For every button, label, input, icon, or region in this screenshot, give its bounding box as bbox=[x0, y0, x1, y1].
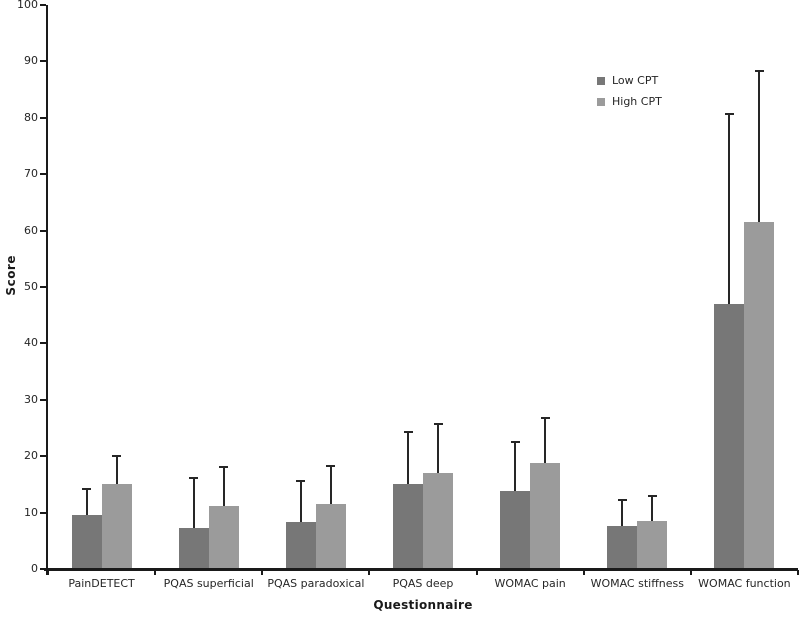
error-bar-cap bbox=[326, 465, 336, 468]
bar-high-cpt bbox=[744, 222, 775, 568]
error-bar-line bbox=[544, 417, 547, 463]
bar-low-cpt bbox=[714, 304, 745, 568]
legend-label: High CPT bbox=[612, 95, 662, 108]
y-tick-mark bbox=[40, 398, 46, 401]
y-tick-label: 90 bbox=[24, 54, 38, 68]
error-bar-cap bbox=[219, 465, 229, 468]
x-category-label: PQAS paradoxical bbox=[267, 577, 365, 590]
bar-low-cpt bbox=[178, 528, 209, 568]
error-bar-cap bbox=[433, 423, 443, 426]
y-tick-mark bbox=[40, 455, 46, 458]
bar-low-cpt bbox=[71, 514, 102, 568]
error-bar-line bbox=[329, 466, 332, 504]
y-tick-mark bbox=[40, 4, 46, 6]
error-bar-cap bbox=[189, 477, 199, 480]
legend-label: Low CPT bbox=[612, 74, 659, 87]
bar-low-cpt bbox=[285, 522, 316, 568]
y-tick-mark bbox=[40, 568, 46, 570]
x-tick-mark bbox=[368, 570, 371, 575]
error-bar-cap bbox=[112, 455, 122, 458]
y-tick-mark bbox=[40, 116, 46, 119]
error-bar-line bbox=[621, 500, 624, 526]
y-tick-mark bbox=[40, 342, 46, 345]
error-bar-line bbox=[222, 466, 225, 506]
y-tick-mark bbox=[40, 229, 46, 232]
x-category-label: WOMAC stiffness bbox=[590, 577, 684, 590]
error-bar-line bbox=[514, 442, 517, 492]
y-tick-mark bbox=[40, 60, 46, 63]
error-bar-cap bbox=[647, 495, 657, 498]
x-tick-mark bbox=[797, 570, 799, 575]
error-bar-cap bbox=[296, 480, 306, 483]
y-tick-label: 70 bbox=[24, 167, 38, 181]
error-bar-line bbox=[115, 456, 118, 485]
legend-item-low-cpt: Low CPT bbox=[597, 74, 662, 87]
error-bar-line bbox=[85, 488, 88, 515]
y-tick-label: 20 bbox=[24, 449, 38, 463]
bar-low-cpt bbox=[500, 491, 531, 568]
legend: Low CPT High CPT bbox=[597, 74, 662, 116]
x-axis-title: Questionnaire bbox=[373, 598, 473, 612]
x-category-label: PQAS deep bbox=[392, 577, 454, 590]
legend-swatch-icon bbox=[597, 76, 605, 85]
y-tick-label: 0 bbox=[31, 562, 38, 575]
error-bar-line bbox=[192, 478, 195, 529]
bar-low-cpt bbox=[393, 484, 423, 568]
y-tick-label: 40 bbox=[24, 336, 38, 350]
y-axis-line bbox=[46, 5, 48, 575]
error-bar-cap bbox=[617, 499, 627, 502]
y-tick-mark bbox=[40, 173, 46, 176]
error-bar-cap bbox=[82, 487, 92, 490]
y-tick-label: 10 bbox=[24, 505, 38, 519]
x-category-label: PQAS superficial bbox=[163, 577, 254, 590]
error-bar-cap bbox=[540, 416, 550, 419]
y-tick-mark bbox=[40, 511, 46, 514]
error-bar-cap bbox=[403, 430, 413, 433]
bar-high-cpt bbox=[315, 503, 346, 568]
bar-high-cpt bbox=[530, 462, 561, 568]
bar-high-cpt bbox=[423, 472, 453, 568]
error-bar-line bbox=[728, 114, 731, 305]
x-category-label: PainDETECT bbox=[68, 577, 135, 590]
x-tick-mark bbox=[47, 570, 49, 575]
error-bar-line bbox=[299, 481, 302, 523]
y-tick-label: 80 bbox=[24, 110, 38, 124]
y-tick-label: 30 bbox=[24, 392, 38, 406]
bar-high-cpt bbox=[637, 521, 668, 568]
error-bar-cap bbox=[724, 113, 734, 116]
x-category-label: WOMAC pain bbox=[494, 577, 566, 590]
error-bar-cap bbox=[510, 441, 520, 444]
error-bar-line bbox=[758, 70, 761, 223]
y-tick-label: 100 bbox=[17, 0, 38, 11]
y-tick-label: 50 bbox=[24, 280, 38, 293]
legend-swatch-icon bbox=[597, 97, 605, 106]
x-tick-mark bbox=[261, 570, 264, 575]
error-bar-line bbox=[651, 496, 654, 522]
y-tick-mark bbox=[40, 286, 46, 288]
x-category-label: WOMAC function bbox=[698, 577, 791, 590]
legend-item-high-cpt: High CPT bbox=[597, 95, 662, 108]
bar-high-cpt bbox=[208, 505, 239, 568]
x-tick-mark bbox=[475, 570, 478, 575]
error-bar-line bbox=[407, 431, 409, 485]
x-tick-mark bbox=[154, 570, 157, 575]
x-tick-mark bbox=[689, 570, 692, 575]
x-axis-line bbox=[44, 568, 798, 571]
error-bar-line bbox=[437, 424, 439, 473]
error-bar-cap bbox=[754, 69, 764, 72]
bar-low-cpt bbox=[607, 525, 638, 568]
bar-high-cpt bbox=[101, 484, 132, 568]
x-tick-mark bbox=[582, 570, 585, 575]
y-tick-label: 60 bbox=[24, 223, 38, 237]
